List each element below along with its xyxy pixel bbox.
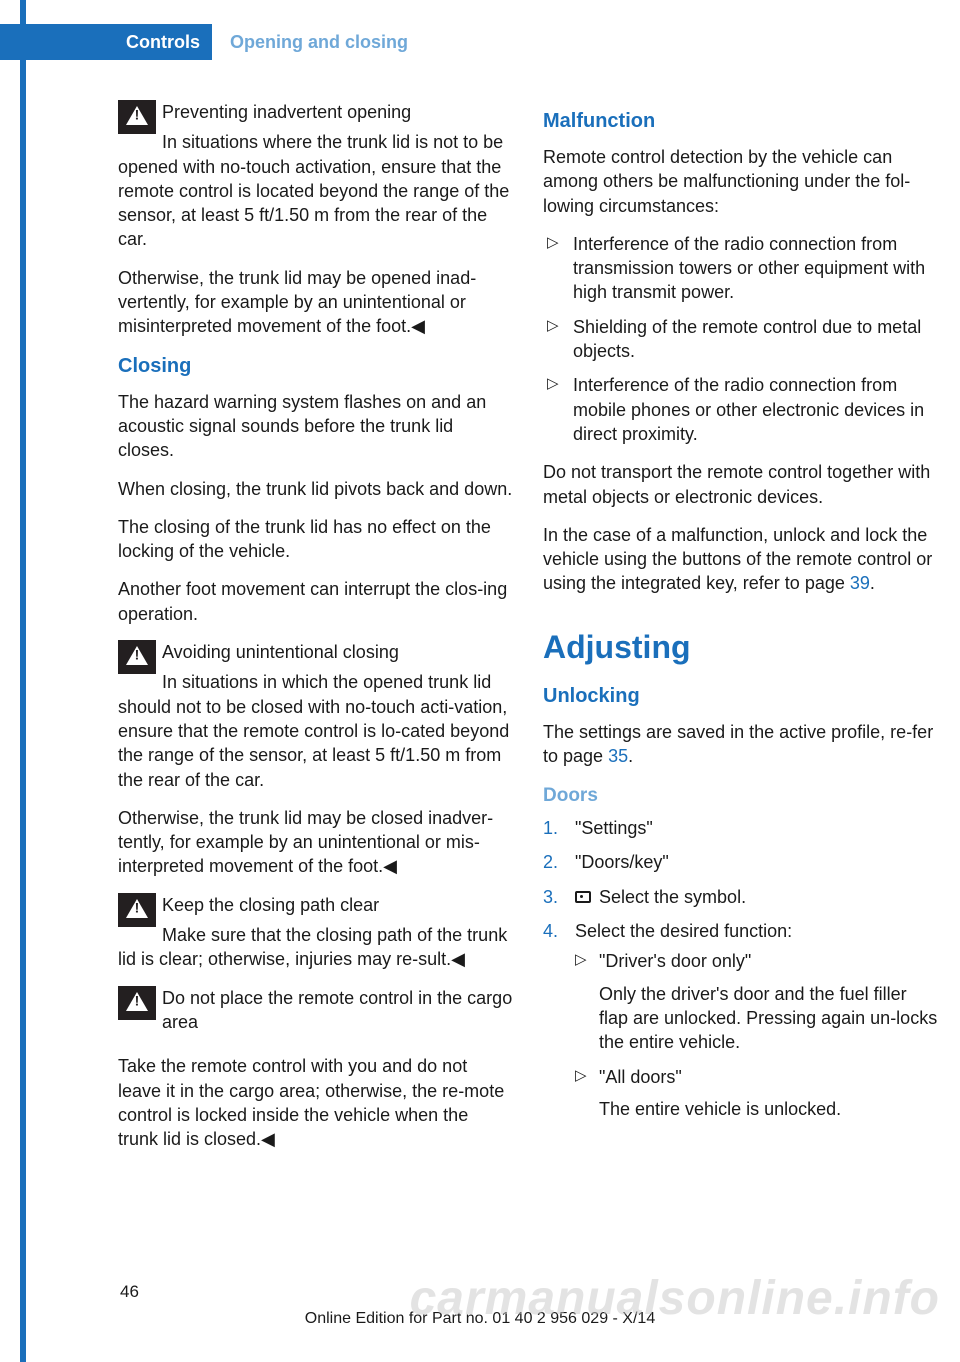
warning-icon [118,986,156,1020]
body-text: In the case of a malfunction, unlock and… [543,523,938,596]
right-column: Malfunction Remote control detection by … [543,100,938,1165]
note-body: In situations in which the opened trunk … [118,672,509,789]
note-body: Make sure that the closing path of the t… [118,925,507,969]
option-item: "Driver's door only" Only the driver's d… [575,949,938,1054]
step-text: "Doors/key" [575,852,669,872]
warning-icon [118,640,156,674]
option-item: "All doors" The entire vehicle is unlock… [575,1065,938,1122]
warning-note: Keep the closing path clear Make sure th… [118,893,513,972]
warning-note: Do not place the remote control in the c… [118,986,513,1041]
step-item: 2. "Doors/key" [543,850,938,874]
body-text: Remote control detection by the vehicle … [543,145,938,218]
text-run: . [628,746,633,766]
section-heading-malfunction: Malfunction [543,108,938,135]
step-text: Select the symbol. [599,887,746,907]
note-body: Take the remote control with you and do … [118,1054,513,1151]
note-title: Do not place the remote control in the c… [118,986,513,1035]
step-text: "Settings" [575,818,653,838]
section-heading-closing: Closing [118,353,513,380]
option-label: "All doors" [599,1065,938,1089]
note-title: Preventing inadvertent opening [118,100,513,124]
step-item: 4. Select the desired function: "Driver's… [543,919,938,1121]
left-accent-bar [20,0,26,1362]
note-body: In situations where the trunk lid is not… [118,132,509,249]
bullet-list: Interference of the radio connection fro… [543,232,938,446]
option-desc: The entire vehicle is unlocked. [599,1097,938,1121]
body-text: Another foot movement can interrupt the … [118,577,513,626]
option-desc: Only the driver's door and the fuel fill… [599,982,938,1055]
step-item: 3. Select the symbol. [543,885,938,909]
section-heading-adjusting: Adjusting [543,626,938,669]
body-text: The hazard warning system flashes on and… [118,390,513,463]
page: Controls Opening and closing Preventing … [0,0,960,1362]
bullet-item: Interference of the radio connection fro… [543,373,938,446]
warning-icon [118,100,156,134]
subheading-doors: Doors [543,783,938,809]
bullet-item: Shielding of the remote control due to m… [543,315,938,364]
step-number: 4. [543,919,558,943]
page-ref-link[interactable]: 39 [850,573,870,593]
warning-icon [118,893,156,927]
step-text: Select the desired function: [575,921,792,941]
step-number: 2. [543,850,558,874]
step-number: 3. [543,885,558,909]
option-label: "Driver's door only" [599,949,938,973]
step-number: 1. [543,816,558,840]
note-title: Keep the closing path clear [118,893,513,917]
page-ref-link[interactable]: 35 [608,746,628,766]
key-symbol-icon [575,891,591,903]
header-subtitle: Opening and closing [230,30,408,54]
body-text: Do not transport the remote control toge… [543,460,938,509]
text-run: . [870,573,875,593]
content-columns: Preventing inadvertent opening In situat… [118,100,938,1165]
body-text: Otherwise, the trunk lid may be opened i… [118,266,513,339]
numbered-list: 1. "Settings" 2. "Doors/key" 3. Select the … [543,816,938,1121]
page-number: 46 [120,1281,139,1304]
text-run: The settings are saved in the active pro… [543,722,933,766]
warning-note: Preventing inadvertent opening In situat… [118,100,513,252]
body-text: The closing of the trunk lid has no effe… [118,515,513,564]
body-text: The settings are saved in the active pro… [543,720,938,769]
header-tab: Controls [0,24,212,60]
warning-note: Avoiding unintentional closing In situat… [118,640,513,792]
note-title: Avoiding unintentional closing [118,640,513,664]
left-column: Preventing inadvertent opening In situat… [118,100,513,1165]
body-text: When closing, the trunk lid pivots back … [118,477,513,501]
bullet-item: Interference of the radio connection fro… [543,232,938,305]
option-list: "Driver's door only" Only the driver's d… [575,949,938,1121]
body-text: Otherwise, the trunk lid may be closed i… [118,806,513,879]
page-header: Controls Opening and closing [114,28,408,56]
step-item: 1. "Settings" [543,816,938,840]
subheading-unlocking: Unlocking [543,683,938,710]
footer-edition-line: Online Edition for Part no. 01 40 2 956 … [0,1308,960,1330]
